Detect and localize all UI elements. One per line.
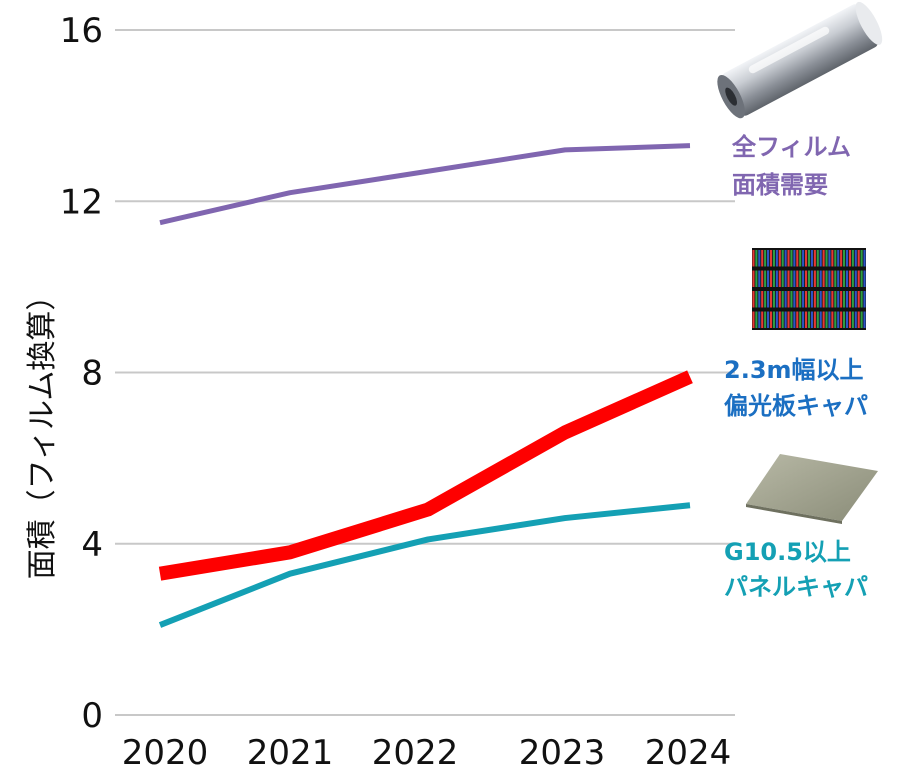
series-line	[158, 502, 691, 628]
x-tick-label: 2020	[122, 733, 209, 770]
x-tick-label: 2024	[645, 733, 732, 770]
y-tick-label: 16	[60, 11, 103, 51]
x-tick-label: 2023	[519, 733, 606, 770]
grid-lines	[115, 29, 735, 716]
y-tick-label: 8	[81, 354, 103, 394]
series-line	[159, 143, 691, 226]
y-axis-ticks: 0 4 8 12 16	[60, 11, 103, 736]
series-label: 面積需要	[732, 171, 828, 199]
film-roll-icon	[717, 1, 883, 119]
glass-panel-icon	[746, 454, 878, 524]
series-label: 偏光板キャパ	[724, 392, 868, 420]
y-tick-label: 12	[60, 182, 103, 222]
y-tick-label: 0	[81, 696, 103, 736]
pixel-grid-icon	[752, 248, 866, 330]
x-axis-ticks: 2020 2021 2022 2023 2024	[122, 733, 732, 770]
series-label: G10.5以上	[724, 538, 851, 566]
series-label: 2.3m幅以上	[724, 356, 864, 384]
x-tick-label: 2021	[247, 733, 334, 770]
series-line	[158, 370, 693, 581]
series-label: パネルキャパ	[724, 573, 868, 601]
series-lines	[158, 143, 693, 628]
x-tick-label: 2022	[372, 733, 459, 770]
y-tick-label: 4	[81, 525, 103, 565]
y-axis-label: 面積（フィルム換算）	[25, 281, 60, 580]
series-label: 全フィルム	[731, 133, 851, 161]
